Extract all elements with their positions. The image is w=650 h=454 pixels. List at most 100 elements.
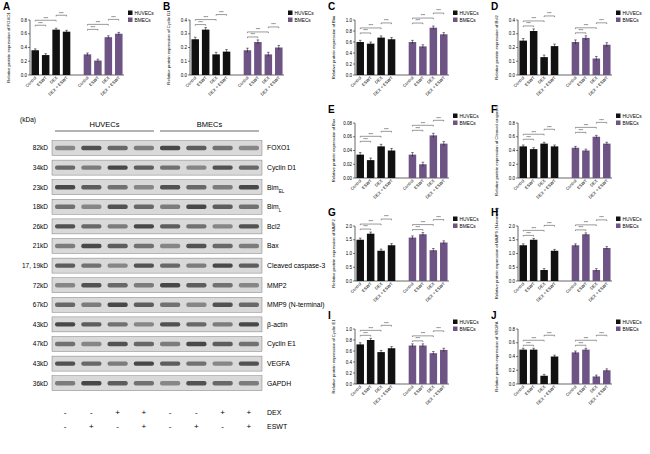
error-bar [532, 348, 535, 351]
bar [409, 346, 417, 385]
bar [223, 52, 231, 75]
protein-label: Cyclin E1 [267, 340, 296, 348]
legend-swatch [128, 18, 133, 23]
legend-swatch [453, 11, 458, 16]
blot-band [239, 381, 259, 385]
blot-band [55, 146, 75, 150]
y-tick [188, 47, 190, 48]
blot-band [55, 342, 75, 346]
panel-letter: J [491, 310, 497, 321]
error-bar [543, 269, 546, 272]
y-tick [353, 253, 355, 254]
blot-band [239, 146, 259, 150]
blot-band [186, 361, 206, 365]
bar [540, 270, 548, 281]
y-axis-label: Relative protein expression of Cleaved c… [494, 104, 499, 195]
treatment-sign: - [169, 408, 172, 417]
x-tick-label: ESWT [524, 281, 536, 293]
blot-band [134, 322, 154, 326]
legend-swatch [453, 327, 458, 332]
x-tick-label: Control [565, 384, 578, 397]
error-bar [246, 48, 249, 52]
y-tick [188, 20, 190, 21]
blot-band [81, 322, 101, 326]
blot-band [81, 146, 101, 150]
x-tick-label: ESWT [576, 75, 588, 87]
error-bar [432, 26, 435, 29]
y-tick-label: 0.0 [509, 382, 516, 387]
significance-label: *** [384, 322, 389, 326]
blot-band [108, 322, 128, 326]
y-axis-label: Relative protein expression of Bcl2 [494, 15, 499, 80]
error-bar [605, 369, 608, 372]
significance-label: *** [368, 220, 373, 224]
error-bar [267, 52, 270, 56]
y-axis-label: Relative protein expression of Bax [331, 118, 336, 182]
y-tick-label: 0.8 [509, 121, 516, 126]
kda-label: 18kD [33, 203, 48, 210]
blot-band [108, 146, 128, 150]
legend-label: BMECs [460, 224, 477, 229]
error-bar [432, 352, 435, 355]
x-tick-label: ESWT [524, 384, 536, 396]
bar [52, 30, 60, 75]
blot-band [108, 303, 128, 307]
bar [519, 350, 527, 384]
significance-label: *** [43, 17, 48, 21]
blot-strip [52, 199, 262, 214]
x-tick-label: ESWT [361, 281, 373, 293]
blot-band [160, 322, 180, 326]
error-bar [532, 29, 535, 33]
blot-band [55, 322, 75, 326]
bar [603, 45, 611, 75]
x-tick-label: Control [512, 75, 525, 88]
treatment-sign: + [142, 422, 147, 431]
significance-label: *** [271, 23, 276, 27]
panel-letter: A [3, 1, 10, 12]
y-tick-label: 0.4 [21, 45, 28, 50]
blot-band [239, 165, 259, 169]
legend-swatch [616, 114, 621, 119]
y-tick-label: 0.0 [21, 73, 28, 78]
x-tick-label: ESWT [576, 178, 588, 190]
kda-label: 34kD [33, 164, 48, 171]
bars [519, 233, 610, 281]
bars [519, 135, 610, 178]
legend-swatch [616, 320, 621, 325]
bar [409, 42, 417, 75]
bar [530, 149, 538, 178]
error-bar [422, 233, 425, 236]
bar [540, 144, 548, 178]
legend-swatch [616, 217, 621, 222]
bar [551, 46, 559, 75]
bar [388, 39, 396, 75]
legend-swatch [453, 121, 458, 126]
blot-band [239, 263, 259, 267]
significance-label: *** [599, 216, 604, 220]
blot-band [186, 342, 206, 346]
bar [530, 350, 538, 384]
bar [388, 245, 396, 281]
x-tick-label: Control [184, 75, 197, 88]
treatment-sign: + [194, 422, 199, 431]
significance-label: *** [547, 222, 552, 226]
x-tick-label: ESWT [413, 384, 425, 396]
y-tick [353, 20, 355, 21]
x-tick-label: Control [349, 178, 362, 191]
error-bar [422, 45, 425, 48]
y-tick-label: 0.0 [509, 279, 516, 284]
y-tick [353, 178, 355, 179]
blot-band [186, 381, 206, 385]
blot-band [160, 303, 180, 307]
y-tick [353, 31, 355, 32]
error-bar [390, 244, 393, 247]
blot-band [55, 205, 75, 209]
error-bar [574, 146, 577, 149]
treatment-label: DEX [267, 409, 282, 416]
significance-label: *** [198, 21, 203, 25]
legend-swatch [616, 224, 621, 229]
bar [603, 370, 611, 384]
y-tick [516, 20, 518, 21]
y-tick [28, 47, 30, 48]
x-tick-label: ESWT [413, 75, 425, 87]
